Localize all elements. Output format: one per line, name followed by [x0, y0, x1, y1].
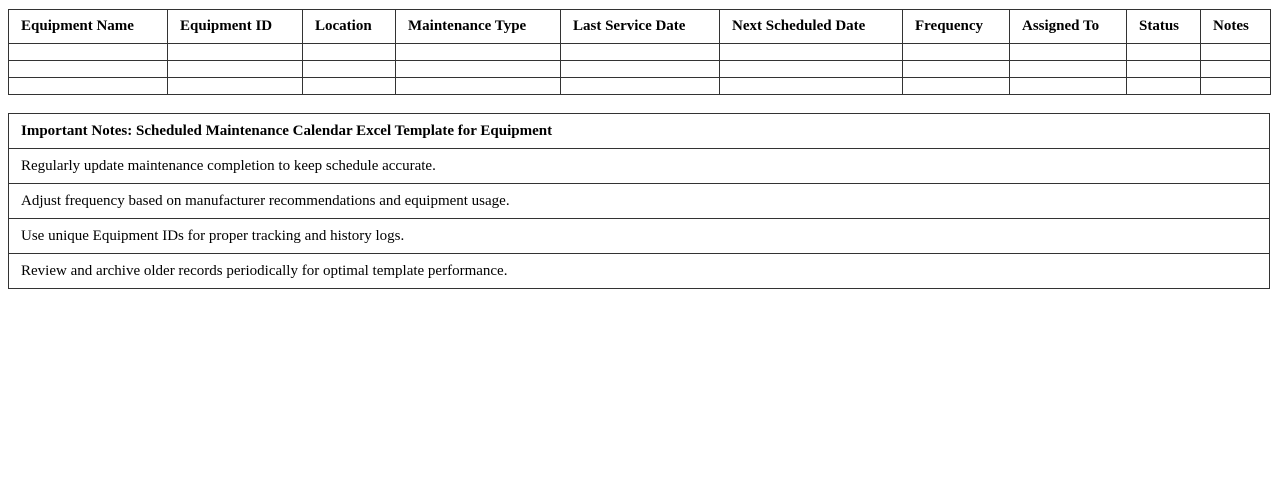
table-cell[interactable]	[560, 43, 720, 61]
table-cell[interactable]	[8, 77, 168, 95]
column-header: Location	[302, 9, 396, 44]
table-cell[interactable]	[395, 43, 561, 61]
notes-title: Important Notes: Scheduled Maintenance C…	[8, 113, 1270, 149]
header-row: Equipment Name Equipment ID Location Mainte…	[8, 9, 1271, 44]
table-cell[interactable]	[560, 77, 720, 95]
column-header: Notes	[1200, 9, 1271, 44]
table-cell[interactable]	[902, 77, 1010, 95]
table-cell[interactable]	[560, 60, 720, 78]
table-cell[interactable]	[719, 77, 903, 95]
important-notes-table: Important Notes: Scheduled Maintenance C…	[8, 113, 1270, 289]
table-cell[interactable]	[1126, 43, 1201, 61]
column-header: Assigned To	[1009, 9, 1127, 44]
note-item: Use unique Equipment IDs for proper trac…	[8, 218, 1270, 254]
note-item: Regularly update maintenance completion …	[8, 148, 1270, 184]
table-cell[interactable]	[395, 60, 561, 78]
table-cell[interactable]	[719, 60, 903, 78]
table-cell[interactable]	[1200, 60, 1271, 78]
table-cell[interactable]	[902, 43, 1010, 61]
table-cell[interactable]	[719, 43, 903, 61]
table-cell[interactable]	[167, 77, 303, 95]
table-cell[interactable]	[302, 77, 396, 95]
table-cell[interactable]	[8, 43, 168, 61]
table-cell[interactable]	[167, 43, 303, 61]
column-header: Equipment ID	[167, 9, 303, 44]
column-header: Next Scheduled Date	[719, 9, 903, 44]
column-header: Status	[1126, 9, 1201, 44]
table-row	[8, 77, 1271, 95]
table-cell[interactable]	[902, 60, 1010, 78]
table-cell[interactable]	[1200, 77, 1271, 95]
table-cell[interactable]	[8, 60, 168, 78]
table-cell[interactable]	[1200, 43, 1271, 61]
table-cell[interactable]	[302, 43, 396, 61]
column-header: Frequency	[902, 9, 1010, 44]
table-cell[interactable]	[1126, 60, 1201, 78]
note-item: Review and archive older records periodi…	[8, 253, 1270, 289]
table-cell[interactable]	[1009, 43, 1127, 61]
table-cell[interactable]	[167, 60, 303, 78]
maintenance-schedule-table: Equipment Name Equipment ID Location Mainte…	[8, 9, 1271, 95]
table-cell[interactable]	[302, 60, 396, 78]
table-cell[interactable]	[1009, 77, 1127, 95]
table-row	[8, 60, 1271, 78]
table-cell[interactable]	[1009, 60, 1127, 78]
column-header: Maintenance Type	[395, 9, 561, 44]
table-cell[interactable]	[1126, 77, 1201, 95]
column-header: Equipment Name	[8, 9, 168, 44]
note-item: Adjust frequency based on manufacturer r…	[8, 183, 1270, 219]
table-cell[interactable]	[395, 77, 561, 95]
column-header: Last Service Date	[560, 9, 720, 44]
table-row	[8, 43, 1271, 61]
